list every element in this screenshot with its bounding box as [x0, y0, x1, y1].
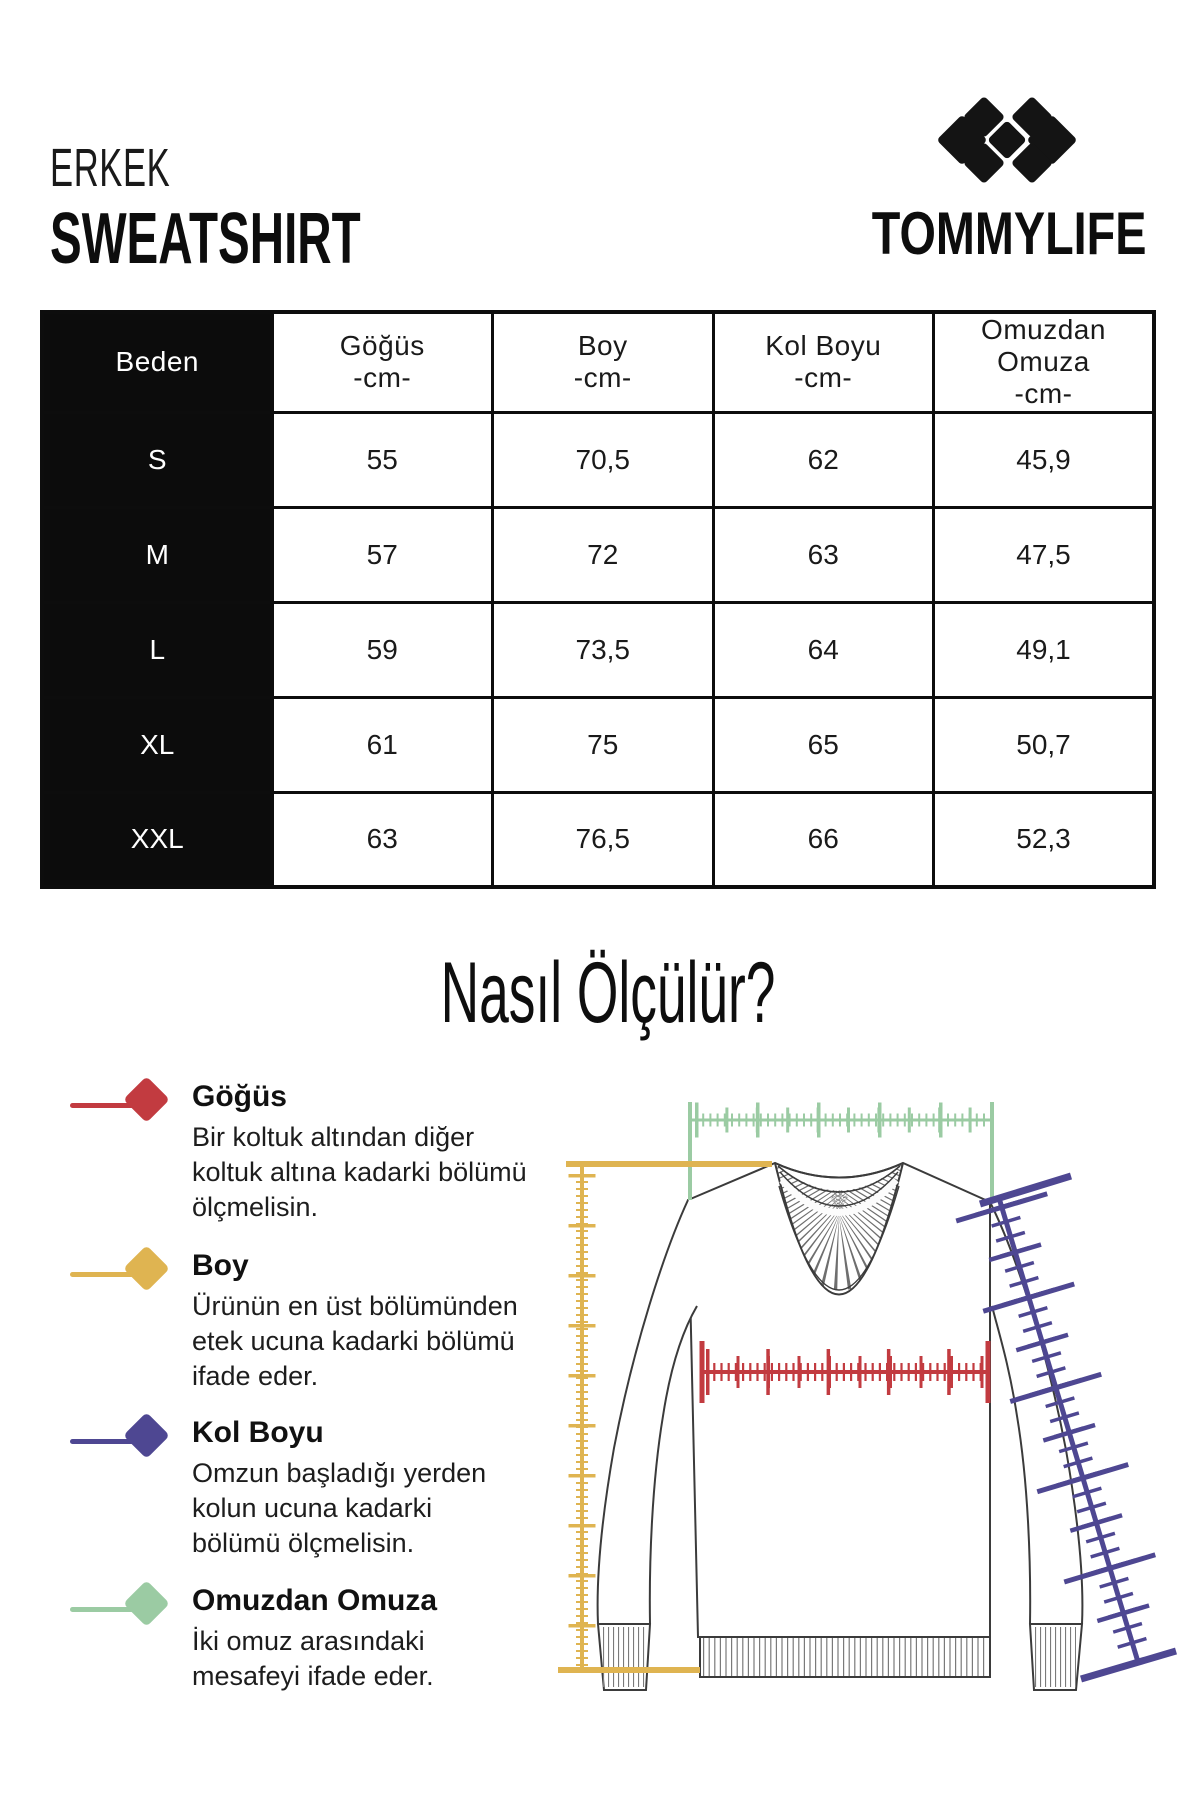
column-header-omuzdan-omuza: Omuzdan Omuza -cm- — [932, 310, 1156, 414]
how-to-measure-title: Nasıl Ölçülür? — [440, 945, 776, 1041]
table-cell: 63 — [270, 790, 494, 889]
measurement-diagram — [558, 1102, 1182, 1691]
legend-label: Göğüs — [192, 1080, 287, 1113]
table-cell: 76,5 — [491, 790, 715, 889]
product-title-block: ERKEK SWEATSHIRT — [50, 140, 521, 275]
legend-item-gogus: Göğüs Bir koltuk altından diğer koltuk a… — [70, 1076, 527, 1225]
legend-description: İki omuz arasındaki mesafeyi ifade eder. — [192, 1625, 434, 1691]
legend-label: Kol Boyu — [192, 1416, 324, 1449]
brand-name: TOMMYLIFE — [871, 200, 1147, 267]
legend-description: Bir koltuk altından diğer koltuk altına … — [192, 1121, 527, 1222]
table-cell: 64 — [711, 600, 935, 699]
table-cell: 62 — [711, 410, 935, 509]
product-category: ERKEK — [50, 138, 171, 198]
legend-item-omuzdan-omuza: Omuzdan Omuza İki omuz arasındaki mesafe… — [70, 1580, 438, 1694]
table-cell: 70,5 — [491, 410, 715, 509]
boy-diamond-marker-icon — [70, 1245, 192, 1301]
table-cell: 65 — [711, 695, 935, 794]
omuzdan-omuza-ruler — [688, 1102, 994, 1202]
size-label: XXL — [40, 790, 274, 889]
left-sleeve — [597, 1200, 697, 1624]
legend-label: Boy — [192, 1249, 249, 1282]
kol-boyu-ruler — [955, 1172, 1182, 1683]
table-row: S 55 70,5 62 45,9 — [40, 410, 1156, 509]
table-cell: 75 — [491, 695, 715, 794]
legend-item-kol-boyu: Kol Boyu Omzun başladığı yerden kolun uc… — [70, 1412, 487, 1561]
table-cell: 72 — [491, 505, 715, 604]
legend-item-boy: Boy Ürünün en üst bölümünden etek ucuna … — [70, 1245, 518, 1394]
table-cell: 59 — [270, 600, 494, 699]
size-table-header-row: Beden Göğüs -cm- Boy -cm- Kol Boyu -cm- … — [40, 310, 1156, 414]
gogus-ruler — [699, 1341, 991, 1403]
column-header-beden: Beden — [40, 310, 274, 414]
legend-label: Omuzdan Omuza — [192, 1584, 438, 1617]
kol-boyu-diamond-marker-icon — [70, 1412, 192, 1468]
table-cell: 52,3 — [932, 790, 1156, 889]
omuzdan-omuza-diamond-marker-icon — [70, 1580, 192, 1636]
table-cell: 63 — [711, 505, 935, 604]
size-label: L — [40, 600, 274, 699]
size-label: XL — [40, 695, 274, 794]
column-header-gogus: Göğüs -cm- — [270, 310, 494, 414]
size-table: Beden Göğüs -cm- Boy -cm- Kol Boyu -cm- … — [40, 310, 1156, 890]
table-row: L 59 73,5 64 49,1 — [40, 600, 1156, 699]
tommylife-diamonds-logo-icon — [929, 90, 1089, 195]
table-row: XXL 63 76,5 66 52,3 — [40, 790, 1156, 889]
legend-description: Ürünün en üst bölümünden etek ucuna kada… — [192, 1290, 518, 1391]
brand-block: TOMMYLIFE — [819, 90, 1199, 268]
crew-neck-collar — [774, 1162, 904, 1296]
table-cell: 57 — [270, 505, 494, 604]
table-cell: 73,5 — [491, 600, 715, 699]
table-cell: 55 — [270, 410, 494, 509]
table-cell: 45,9 — [932, 410, 1156, 509]
table-cell: 61 — [270, 695, 494, 794]
table-cell: 47,5 — [932, 505, 1156, 604]
size-label: S — [40, 410, 274, 509]
table-row: M 57 72 63 47,5 — [40, 505, 1156, 604]
gogus-diamond-marker-icon — [70, 1076, 192, 1132]
table-cell: 49,1 — [932, 600, 1156, 699]
product-name: SWEATSHIRT — [50, 198, 361, 279]
boy-ruler — [558, 1161, 772, 1673]
size-label: M — [40, 505, 274, 604]
right-sleeve — [990, 1202, 1083, 1624]
table-cell: 50,7 — [932, 695, 1156, 794]
table-row: XL 61 75 65 50,7 — [40, 695, 1156, 794]
column-header-boy: Boy -cm- — [491, 310, 715, 414]
sweatshirt-body — [686, 1161, 991, 1678]
table-cell: 66 — [711, 790, 935, 889]
column-header-kol-boyu: Kol Boyu -cm- — [711, 310, 935, 414]
legend-description: Omzun başladığı yerden kolun ucuna kadar… — [192, 1457, 487, 1558]
